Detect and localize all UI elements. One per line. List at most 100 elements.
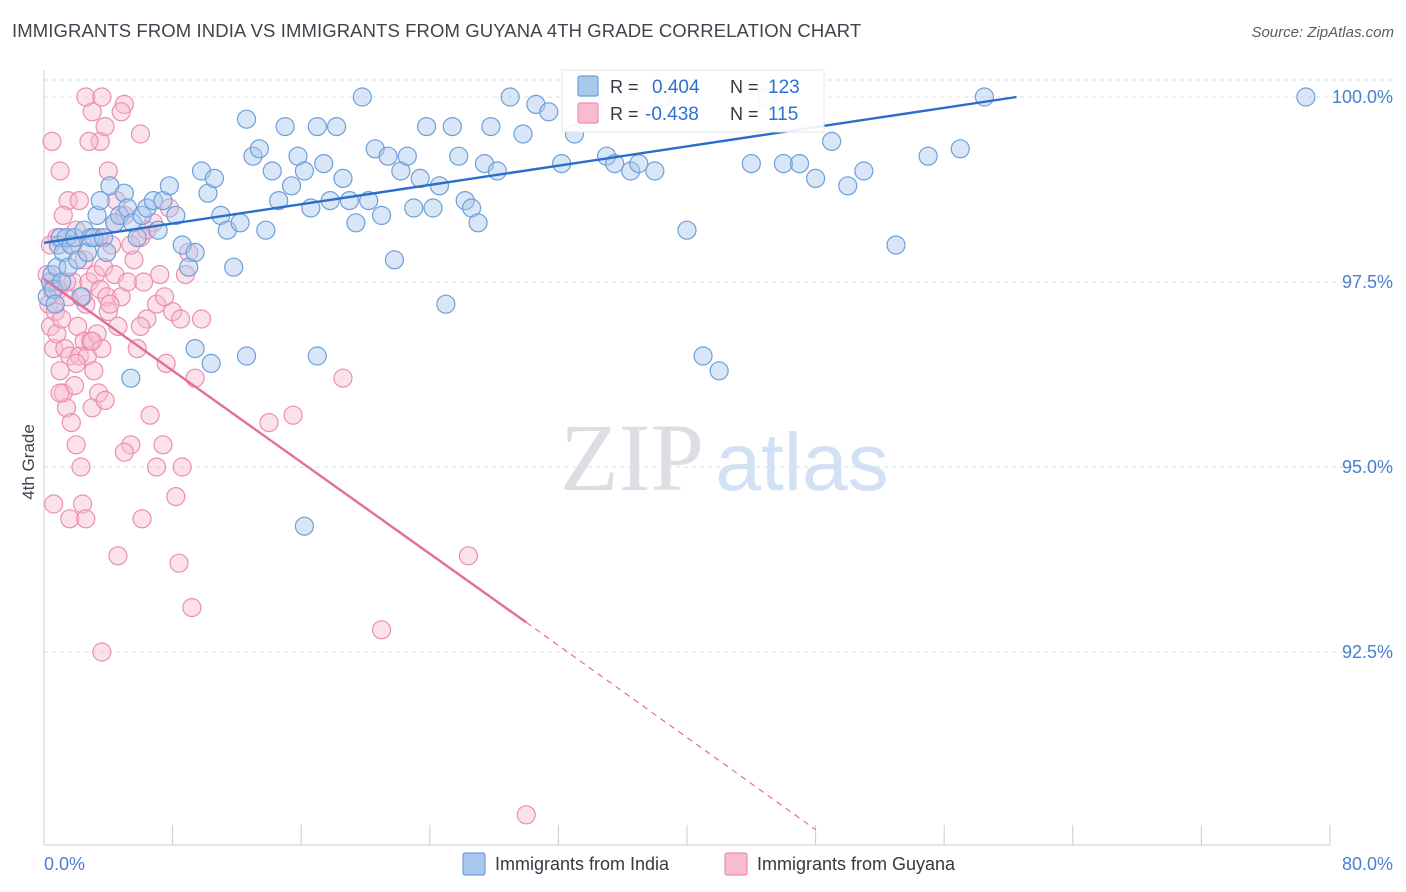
- india-point: [950, 139, 970, 159]
- india-point: [384, 250, 405, 270]
- india-point: [230, 213, 250, 233]
- guyana-point: [40, 316, 61, 336]
- guyana-point: [137, 309, 157, 329]
- india-point: [307, 346, 327, 366]
- guyana-point: [92, 87, 112, 107]
- guyana-point: [150, 265, 170, 285]
- guyana-point: [50, 161, 70, 181]
- india-point: [854, 161, 874, 181]
- india-point: [481, 116, 501, 137]
- india-point: [185, 242, 205, 262]
- india-point: [333, 168, 353, 188]
- guyana-point: [98, 302, 118, 322]
- guyana-point: [44, 494, 64, 514]
- india-point: [269, 191, 289, 211]
- guyana-point: [166, 487, 186, 507]
- guyana-point: [154, 287, 175, 307]
- guyana-point: [61, 413, 81, 433]
- guyana-point: [159, 198, 179, 218]
- india-point: [468, 213, 488, 233]
- guyana-point: [95, 390, 115, 410]
- legend-r-label-india: R =: [610, 77, 639, 97]
- guyana-point: [153, 435, 173, 455]
- guyana-point: [371, 620, 392, 640]
- guyana-point: [89, 383, 109, 403]
- guyana-point: [111, 102, 131, 122]
- watermark: ZIP atlas: [560, 404, 889, 511]
- india-point: [886, 235, 906, 255]
- india-point: [122, 213, 143, 233]
- india-point: [429, 176, 450, 196]
- india-point: [442, 116, 462, 137]
- legend-n-value-guyana: 115: [768, 104, 798, 125]
- legend-r-value-guyana: -0.438: [645, 104, 699, 125]
- guyana-point: [44, 339, 64, 359]
- x-tick-label-min: 0.0%: [44, 854, 85, 874]
- india-point: [621, 161, 641, 181]
- india-point: [236, 109, 257, 129]
- guyana-point: [71, 457, 91, 477]
- guyana-point: [95, 116, 115, 137]
- india-point: [224, 257, 244, 277]
- stats-legend: R = 0.404 N = 123 R = -0.438 N = 115: [561, 69, 825, 133]
- india-point: [436, 294, 456, 314]
- guyana-point: [127, 339, 147, 359]
- india-point: [249, 139, 270, 159]
- guyana-point: [108, 546, 128, 566]
- india-point: [121, 368, 141, 388]
- guyana-point: [50, 361, 70, 381]
- india-point: [378, 146, 398, 166]
- legend-swatch-india: [577, 75, 599, 97]
- series-legend-swatch-india: [462, 852, 486, 876]
- guyana-point: [39, 294, 59, 314]
- guyana-point: [124, 250, 144, 270]
- guyana-point: [76, 509, 96, 529]
- legend-n-label-guyana: N =: [730, 104, 759, 124]
- guyana-point: [134, 272, 154, 292]
- watermark-atlas: atlas: [715, 417, 888, 508]
- india-point: [236, 346, 257, 366]
- guyana-point: [82, 331, 102, 351]
- y-tick-label: 100.0%: [1332, 87, 1393, 107]
- india-point: [44, 279, 64, 299]
- guyana-point: [92, 642, 112, 662]
- y-tick-label: 97.5%: [1342, 272, 1393, 292]
- series-india-points: [37, 87, 1316, 536]
- india-point: [629, 154, 649, 174]
- guyana-point: [163, 302, 183, 322]
- series-legend-label-guyana: Immigrants from Guyana: [757, 854, 956, 874]
- india-point: [87, 205, 107, 225]
- chart-title: IMMIGRANTS FROM INDIA VS IMMIGRANTS FROM…: [12, 20, 862, 41]
- guyana-point: [53, 205, 73, 225]
- source-credit: Source: ZipAtlas.com: [1251, 24, 1394, 41]
- india-point: [326, 116, 347, 137]
- india-point: [281, 176, 302, 196]
- legend-r-value-india: 0.404: [652, 77, 700, 98]
- india-point: [455, 191, 475, 211]
- india-point: [71, 287, 91, 307]
- india-point: [68, 250, 88, 270]
- guyana-point: [283, 405, 303, 425]
- axes: [43, 70, 1331, 846]
- guyana-point: [92, 339, 112, 359]
- legend-n-value-india: 123: [768, 77, 800, 98]
- series-legend-swatch-guyana: [724, 852, 748, 876]
- india-point: [352, 87, 372, 107]
- india-point: [114, 183, 134, 203]
- watermark-zip: ZIP: [560, 404, 704, 511]
- india-point: [294, 161, 315, 181]
- guyana-point: [90, 131, 110, 151]
- india-point: [645, 161, 665, 181]
- guyana-point: [114, 442, 134, 462]
- guyana-point: [58, 191, 78, 211]
- india-point: [918, 146, 938, 166]
- guyana-point: [85, 265, 106, 285]
- india-point: [166, 205, 186, 225]
- india-point: [359, 191, 379, 211]
- guyana-point: [179, 242, 199, 262]
- series-legend: Immigrants from India Immigrants from Gu…: [462, 852, 956, 876]
- guyana-point: [333, 368, 353, 388]
- guyana-point: [146, 294, 167, 314]
- guyana-point: [140, 405, 160, 425]
- india-point: [487, 161, 507, 181]
